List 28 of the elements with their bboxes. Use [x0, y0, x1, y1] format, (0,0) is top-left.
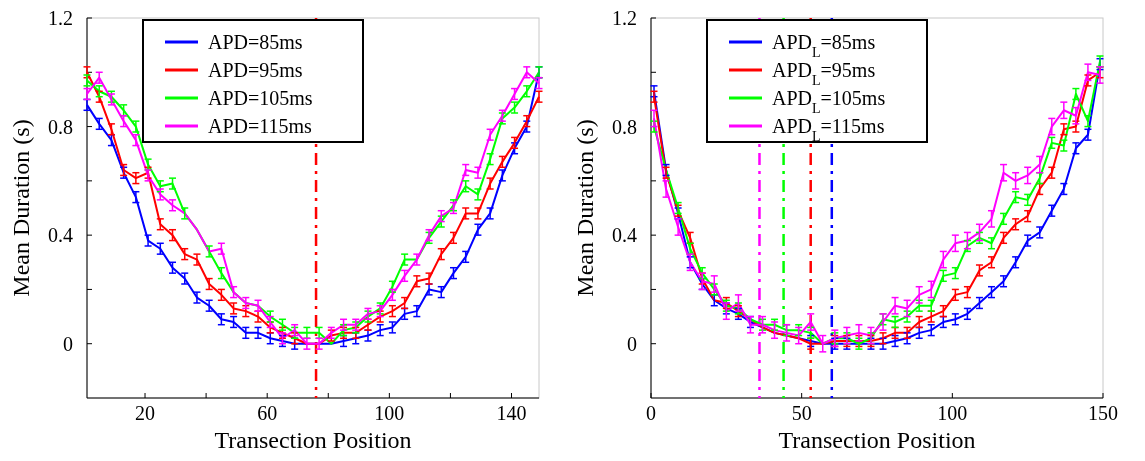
legend-label: APD=115ms [208, 115, 313, 137]
x-axis-title: Transection Position [778, 427, 976, 453]
legend-label: APD$_{L}$=95ms [772, 59, 876, 88]
y-tick-label: 0 [63, 332, 73, 355]
x-tick-label: 50 [791, 402, 812, 424]
x-tick-label: 100 [937, 402, 968, 424]
y-tick-label: 0.8 [48, 115, 73, 138]
x-tick-label: 0 [646, 402, 656, 424]
y-tick-label: 0 [627, 332, 637, 355]
y-tick-label: 1.2 [612, 7, 637, 29]
x-tick-label: 140 [496, 402, 527, 424]
legend-label: APD=95ms [208, 59, 303, 81]
x-tick-label: 60 [257, 402, 278, 424]
y-tick-label: 0.4 [48, 224, 73, 247]
y-axis-title: Mean Duration (s) [8, 119, 34, 297]
y-axis-title: Mean Duration (s) [572, 119, 598, 297]
legend-label: APD$_{L}$=115ms [772, 115, 885, 144]
y-tick-label: 1.2 [48, 7, 73, 29]
y-tick-label: 0.8 [612, 115, 637, 138]
x-axis-title: Transection Position [214, 427, 412, 453]
legend-label: APD=85ms [208, 31, 303, 53]
x-tick-label: 150 [1088, 402, 1118, 424]
legend-label: APD$_{L}$=105ms [772, 87, 886, 116]
x-tick-label: 100 [374, 402, 405, 424]
y-tick-label: 0.4 [612, 224, 637, 247]
legend-label: APD$_{L}$=85ms [772, 31, 876, 60]
x-tick-label: 20 [135, 402, 156, 424]
legend-label: APD=105ms [208, 87, 313, 109]
